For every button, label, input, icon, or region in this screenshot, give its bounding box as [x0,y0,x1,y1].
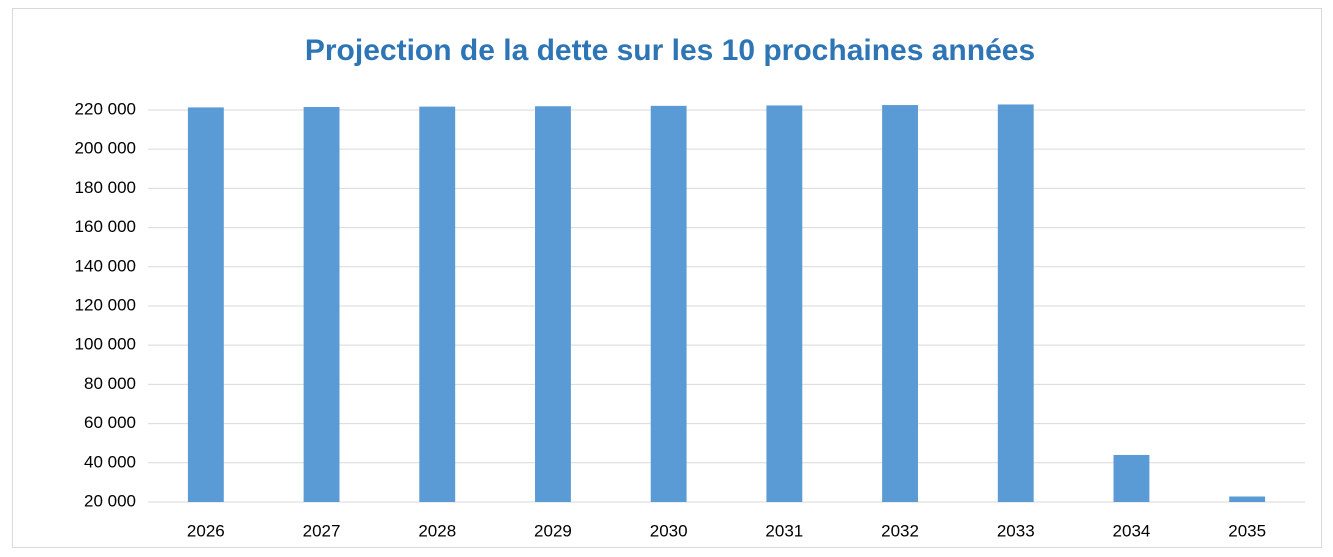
x-tick-label: 2028 [418,521,456,540]
y-tick-label: 40 000 [84,452,136,471]
y-tick-label: 60 000 [84,413,136,432]
y-tick-label: 100 000 [75,335,136,354]
x-tick-label: 2026 [187,521,225,540]
x-tick-label: 2032 [881,521,919,540]
y-tick-label: 180 000 [75,178,136,197]
y-tick-label: 160 000 [75,217,136,236]
bar [882,105,918,503]
y-tick-label: 140 000 [75,256,136,275]
bar [419,106,456,502]
x-tick-label: 2034 [1113,521,1151,540]
y-tick-label: 120 000 [75,295,136,314]
x-tick-label: 2029 [534,521,572,540]
y-tick-label: 200 000 [75,139,136,158]
x-tick-label: 2035 [1228,521,1266,540]
bar [997,104,1034,502]
bar [535,106,571,503]
x-tick-label: 2030 [650,521,688,540]
x-tick-label: 2031 [765,521,803,540]
bar [1229,496,1266,502]
x-tick-label: 2027 [303,521,341,540]
y-tick-label: 220 000 [75,99,136,118]
bar [1113,454,1150,502]
bar [650,105,687,502]
bar [303,107,340,502]
x-tick-label: 2033 [997,521,1035,540]
y-tick-label: 20 000 [84,491,136,510]
chart-title: Projection de la dette sur les 10 procha… [305,34,1035,67]
bar [766,105,803,502]
y-tick-label: 80 000 [84,374,136,393]
bar [187,107,224,503]
